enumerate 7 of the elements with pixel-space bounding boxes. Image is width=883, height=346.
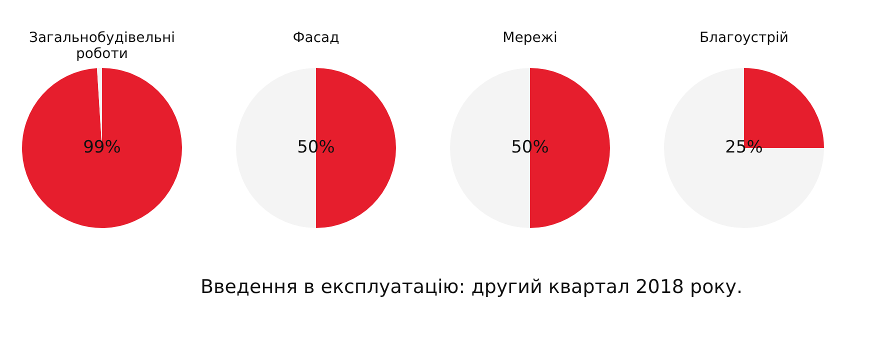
data-label: 99%	[83, 137, 121, 158]
chart-title: Загальнобудівельні роботи	[28, 29, 176, 62]
chart-title: Благоустрій	[698, 29, 790, 48]
chart-title: Фасад	[292, 29, 340, 48]
chart-title: Мережі	[502, 29, 558, 48]
text: Введення в експлуатацію: другий квартал 2018 року.	[200, 276, 744, 298]
data-label: 25%	[725, 137, 763, 158]
